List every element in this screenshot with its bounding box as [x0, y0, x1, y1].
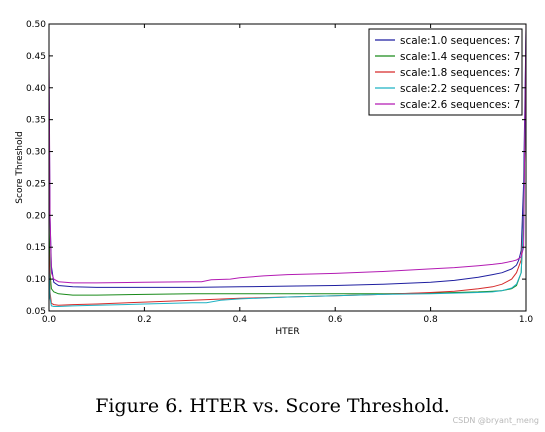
y-tick-label: 0.10 [26, 275, 46, 285]
legend-label-3: scale:1.8 sequences: 7 [400, 67, 520, 79]
y-tick-label: 0.05 [26, 307, 46, 317]
y-tick-label: 0.45 [26, 52, 46, 62]
legend-label-4: scale:2.2 sequences: 7 [400, 83, 520, 95]
y-tick-label: 0.50 [26, 20, 46, 30]
x-tick-label: 0.6 [328, 315, 343, 325]
y-tick-label: 0.40 [26, 84, 46, 94]
series-line-5 [48, 23, 527, 284]
x-tick-label: 0.2 [137, 315, 151, 325]
x-tick-label: 1.0 [519, 315, 534, 325]
y-tick-label: 0.30 [26, 148, 46, 158]
series-line-2 [48, 55, 527, 296]
series-line-1 [48, 30, 527, 288]
x-axis-label: HTER [275, 327, 299, 337]
x-tick-label: 0.0 [42, 315, 57, 325]
legend-label-1: scale:1.0 sequences: 7 [400, 35, 520, 47]
y-axis-label: Score Threshold [15, 131, 25, 203]
y-tick-label: 0.20 [26, 211, 46, 221]
y-tick-label: 0.25 [26, 179, 46, 189]
x-tick-label: 0.8 [423, 315, 438, 325]
legend-label-2: scale:1.4 sequences: 7 [400, 51, 520, 63]
y-tick-label: 0.15 [26, 243, 46, 253]
legend-label-5: scale:2.6 sequences: 7 [400, 99, 520, 111]
figure-caption: Figure 6. HTER vs. Score Threshold. [95, 395, 450, 417]
legend: scale:1.0 sequences: 7 scale:1.4 sequence… [368, 28, 523, 116]
plot-lines [48, 23, 527, 307]
series-line-4 [48, 62, 527, 307]
x-tick-label: 0.4 [233, 315, 248, 325]
plot-frame [48, 23, 527, 312]
axis-ticks: 0.0 0.2 0.4 0.6 0.8 1.0 0.05 0.10 0.15 0.20 0.25 0.… [26, 20, 533, 325]
legend-box [368, 28, 523, 116]
y-tick-label: 0.35 [26, 116, 46, 126]
watermark: CSDN @bryant_meng [452, 416, 539, 425]
